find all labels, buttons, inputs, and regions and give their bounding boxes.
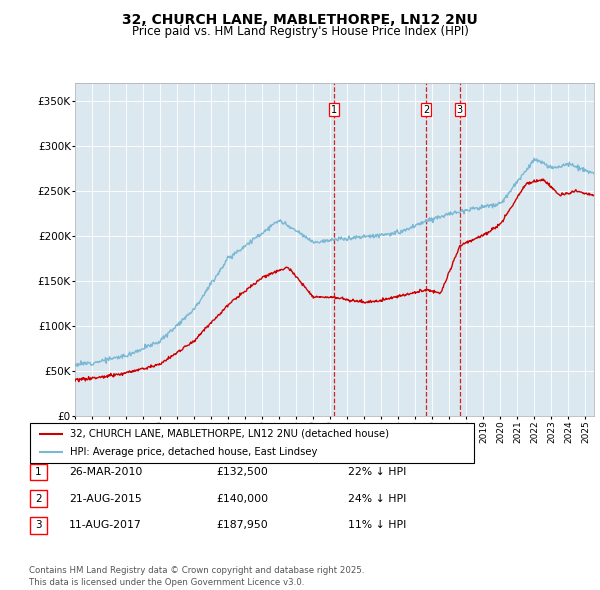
Text: 2: 2	[423, 104, 430, 114]
FancyBboxPatch shape	[30, 464, 47, 480]
Text: 26-MAR-2010: 26-MAR-2010	[69, 467, 142, 477]
Text: 32, CHURCH LANE, MABLETHORPE, LN12 2NU (detached house): 32, CHURCH LANE, MABLETHORPE, LN12 2NU (…	[70, 429, 389, 439]
Text: 21-AUG-2015: 21-AUG-2015	[69, 494, 142, 503]
FancyBboxPatch shape	[30, 490, 47, 507]
Text: £187,950: £187,950	[216, 520, 268, 530]
Text: Price paid vs. HM Land Registry's House Price Index (HPI): Price paid vs. HM Land Registry's House …	[131, 25, 469, 38]
Text: 32, CHURCH LANE, MABLETHORPE, LN12 2NU: 32, CHURCH LANE, MABLETHORPE, LN12 2NU	[122, 13, 478, 27]
Text: 24% ↓ HPI: 24% ↓ HPI	[348, 494, 406, 503]
Text: £140,000: £140,000	[216, 494, 268, 503]
Text: Contains HM Land Registry data © Crown copyright and database right 2025.
This d: Contains HM Land Registry data © Crown c…	[29, 566, 364, 587]
Text: 3: 3	[35, 520, 42, 530]
Text: 1: 1	[331, 104, 337, 114]
Text: £132,500: £132,500	[216, 467, 268, 477]
Text: 11% ↓ HPI: 11% ↓ HPI	[348, 520, 406, 530]
Text: 11-AUG-2017: 11-AUG-2017	[69, 520, 142, 530]
Text: 22% ↓ HPI: 22% ↓ HPI	[348, 467, 406, 477]
Text: 1: 1	[35, 467, 42, 477]
FancyBboxPatch shape	[30, 517, 47, 533]
Text: 3: 3	[457, 104, 463, 114]
Text: HPI: Average price, detached house, East Lindsey: HPI: Average price, detached house, East…	[70, 447, 317, 457]
Text: 2: 2	[35, 494, 42, 503]
